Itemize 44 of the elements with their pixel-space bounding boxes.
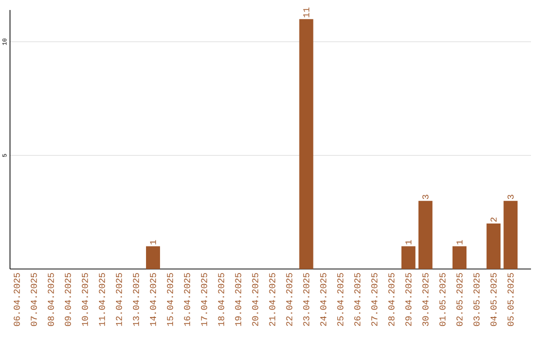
bar — [401, 246, 416, 269]
x-tick-label: 03.05.2025 — [473, 273, 480, 326]
x-tick-label: 26.04.2025 — [354, 273, 360, 326]
x-tick-label: 20.04.2025 — [252, 273, 258, 326]
x-tick-label: 19.04.2025 — [235, 273, 242, 326]
x-tick-label: 13.04.2025 — [132, 273, 140, 326]
x-tick-label: 27.04.2025 — [371, 273, 378, 326]
x-tick-label: 11.04.2025 — [98, 273, 106, 326]
x-tick-label: 16.04.2025 — [184, 273, 190, 326]
x-tick-label: 24.04.2025 — [320, 273, 326, 326]
x-tick-label: 21.04.2025 — [269, 273, 276, 326]
x-tick-label: 25.04.2025 — [337, 273, 344, 326]
data-label: 1 — [456, 240, 462, 244]
x-tick-label: 07.04.2025 — [30, 273, 37, 326]
bar — [418, 200, 432, 269]
bar — [504, 200, 518, 269]
x-tick-label: 15.04.2025 — [166, 273, 174, 326]
x-tick-label: 12.04.2025 — [116, 273, 122, 326]
x-tick-label: 18.04.2025 — [218, 273, 224, 326]
bar — [486, 224, 501, 269]
bar — [452, 246, 466, 269]
x-tick-label: 22.04.2025 — [286, 273, 292, 326]
data-label: 1 — [405, 240, 412, 244]
x-tick-label: 10.04.2025 — [82, 273, 88, 326]
x-tick-label: 14.04.2025 — [150, 273, 156, 326]
x-tick-label: 04.05.2025 — [490, 273, 497, 326]
data-label: 2 — [490, 218, 497, 222]
x-tick-label: 17.04.2025 — [201, 273, 208, 326]
x-tick-label: 29.04.2025 — [405, 273, 412, 326]
data-label: 11 — [303, 8, 310, 18]
bar — [299, 19, 314, 269]
bar — [146, 246, 160, 269]
x-tick-label: 01.05.2025 — [439, 273, 446, 326]
data-label: 3 — [422, 194, 429, 200]
x-tick-label: 30.04.2025 — [422, 273, 429, 326]
x-tick-label: 06.04.2025 — [14, 273, 20, 326]
x-tick-label: 05.05.2025 — [508, 273, 514, 326]
data-label: 3 — [508, 194, 514, 200]
x-tick-label: 08.04.2025 — [48, 273, 54, 326]
data-label: 1 — [150, 240, 156, 244]
x-tick-label: 28.04.2025 — [388, 273, 394, 326]
x-tick-label: 02.05.2025 — [456, 273, 463, 326]
x-tick-label: 23.04.2025 — [303, 273, 310, 326]
x-tick-label: 09.04.2025 — [64, 273, 71, 326]
